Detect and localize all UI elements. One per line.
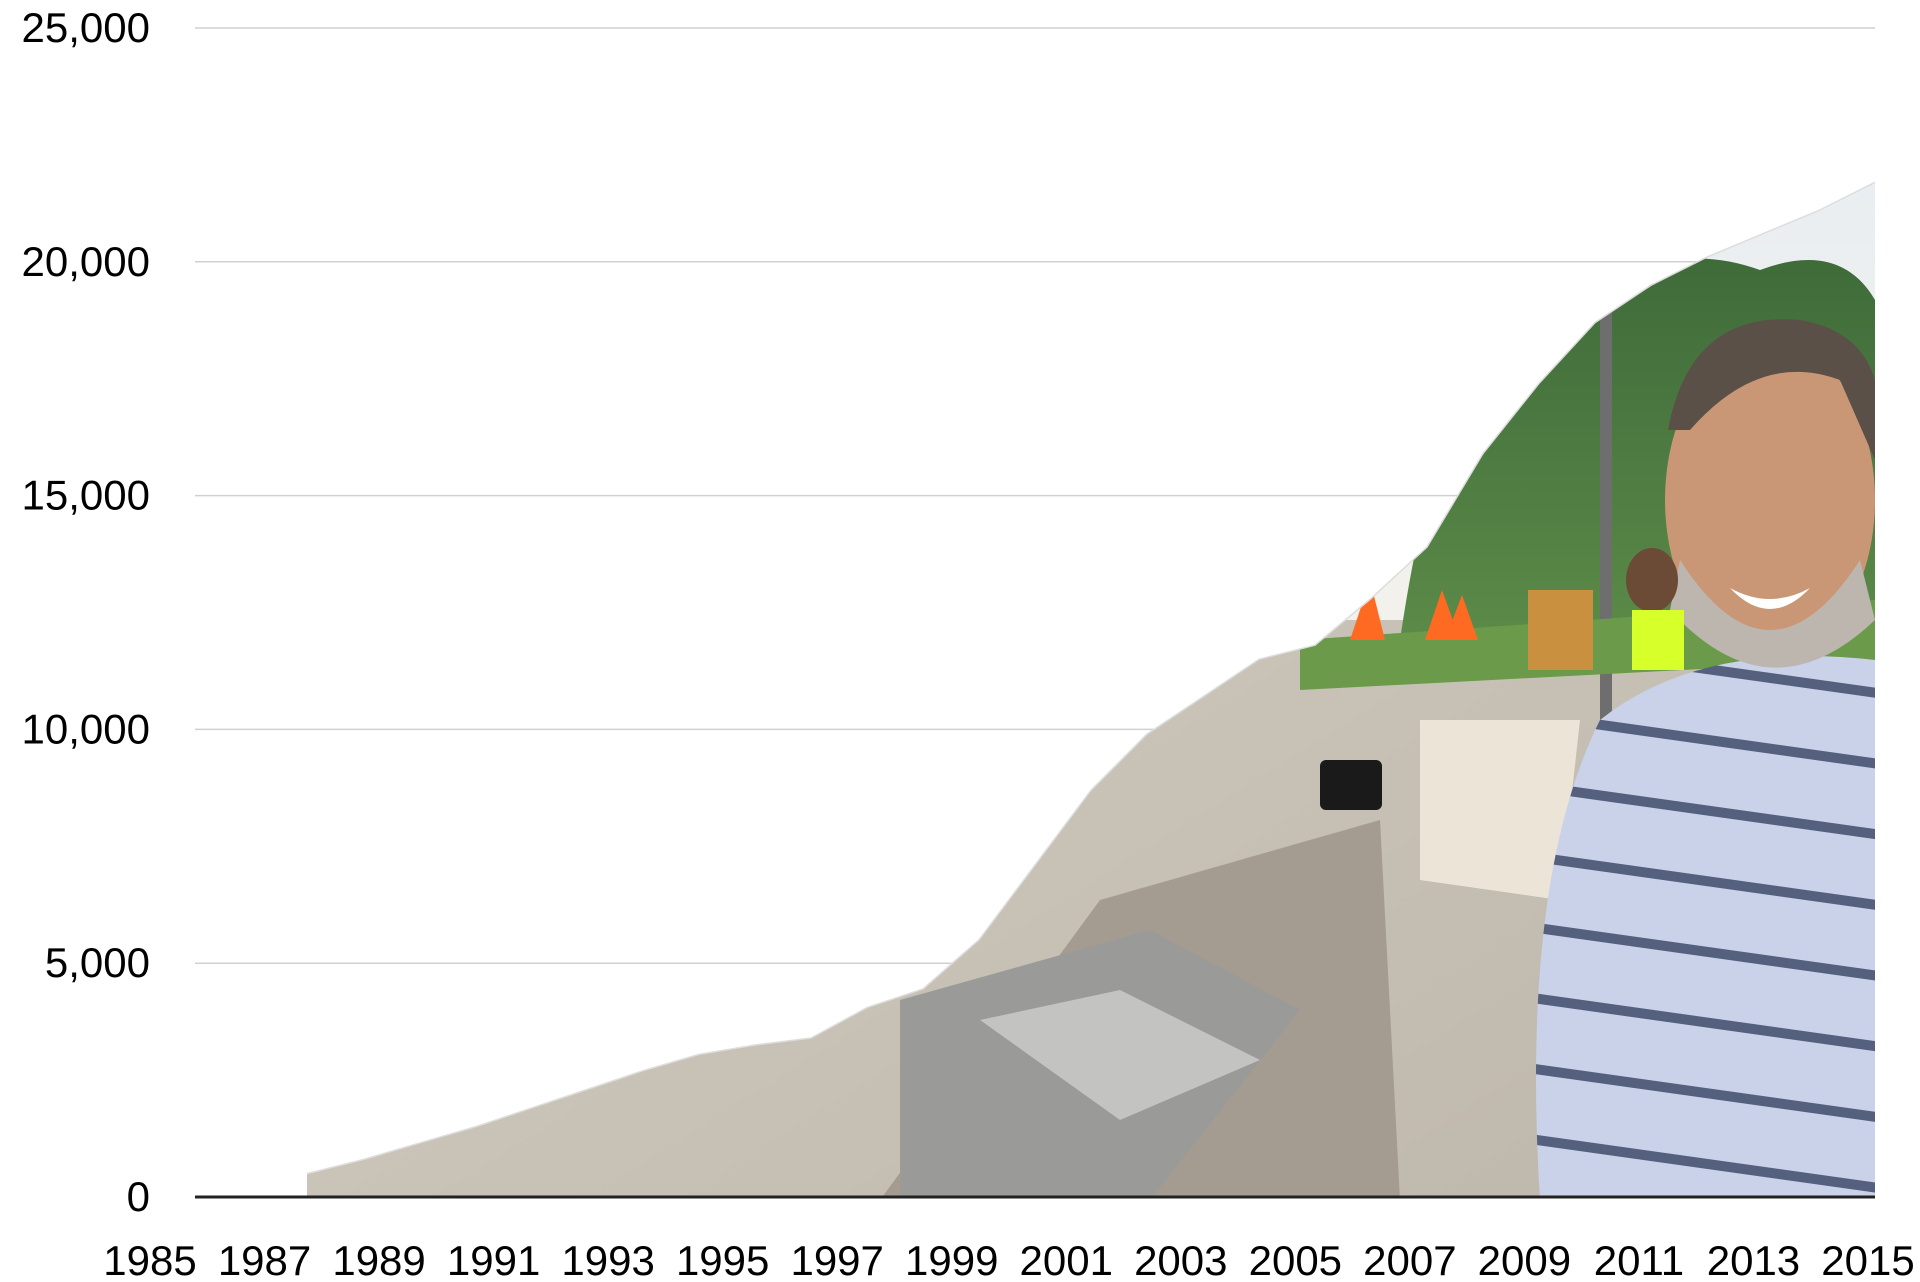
x-tick-label: 2003 [1134,1237,1227,1282]
x-tick-label: 2001 [1020,1237,1113,1282]
x-tick-label: 1989 [332,1237,425,1282]
x-tick-label: 2013 [1707,1237,1800,1282]
area-photo-fill [307,182,1875,1198]
y-tick-label: 0 [127,1173,150,1220]
area-outline [306,181,1876,1175]
x-tick-label: 1993 [561,1237,654,1282]
y-tick-label: 10,000 [22,705,150,752]
y-tick-label: 25,000 [22,4,150,51]
x-tick-label: 2005 [1249,1237,1342,1282]
x-axis-tick-labels: 1985 1987 1989 1991 1993 1995 1997 1999 2001 2003… [103,1237,1914,1282]
y-tick-label: 20,000 [22,238,150,285]
x-tick-label: 1991 [447,1237,540,1282]
x-tick-label: 1985 [103,1237,196,1282]
x-tick-label: 1995 [676,1237,769,1282]
x-tick-label: 1987 [218,1237,311,1282]
x-tick-label: 2011 [1594,1237,1684,1282]
x-tick-label: 2009 [1478,1237,1571,1282]
x-tick-label: 2015 [1821,1237,1914,1282]
y-tick-label: 15,000 [22,472,150,519]
x-tick-label: 1999 [905,1237,998,1282]
x-tick-label: 2007 [1363,1237,1456,1282]
x-tick-label: 1997 [790,1237,883,1282]
y-axis-tick-labels: 0 5,000 10,000 15,000 20,000 25,000 [22,4,150,1220]
y-tick-label: 5,000 [45,939,150,986]
